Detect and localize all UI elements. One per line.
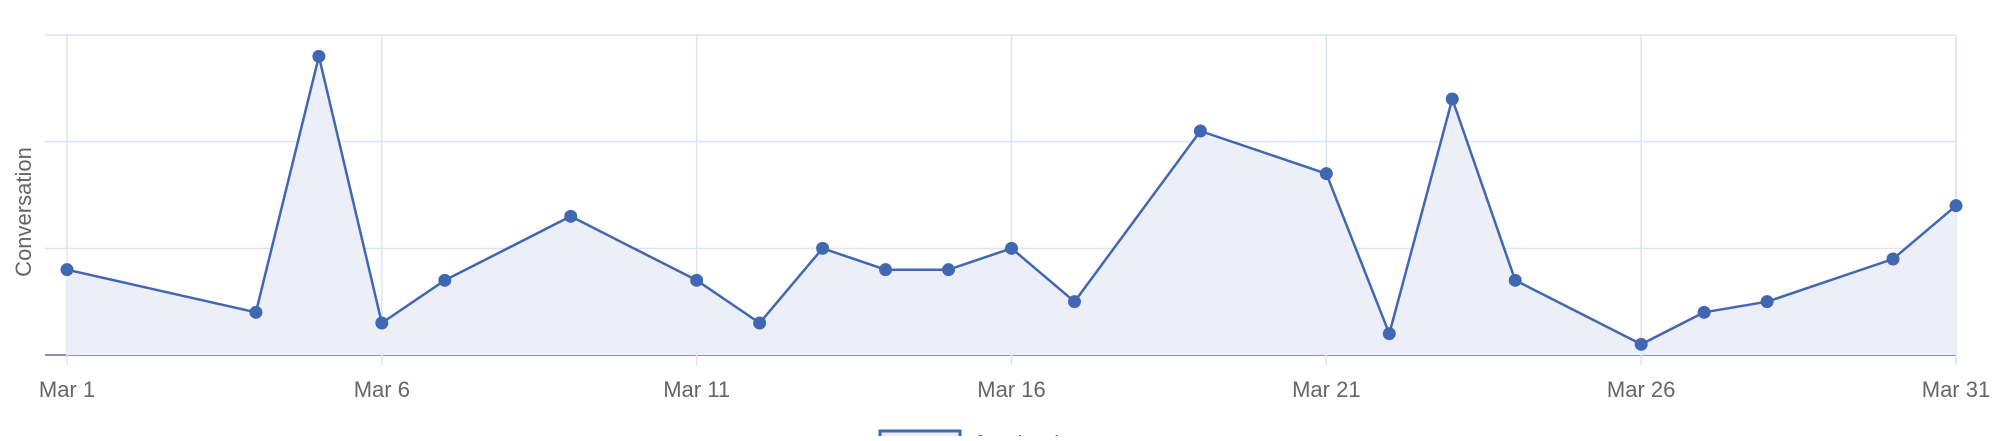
series-area-layer <box>67 56 1956 356</box>
data-point <box>753 316 767 330</box>
data-point <box>1886 252 1900 266</box>
data-point <box>312 49 326 63</box>
data-point <box>249 305 263 319</box>
x-axis-ticks: Mar 1 Mar 6 Mar 11 Mar 16 Mar 21 Mar 26 Mar 31 <box>39 377 1990 402</box>
x-tick-label: Mar 6 <box>354 377 410 402</box>
x-tick-label: Mar 1 <box>39 377 95 402</box>
data-point <box>564 209 578 223</box>
x-tick-label: Mar 31 <box>1922 377 1990 402</box>
x-tick-label: Mar 26 <box>1607 377 1675 402</box>
data-point <box>1445 92 1459 106</box>
data-point <box>438 273 452 287</box>
data-point <box>1949 199 1963 213</box>
data-point <box>375 316 389 330</box>
legend[interactable]: facebook <box>878 429 1066 441</box>
data-point <box>1760 295 1774 309</box>
legend-swatch <box>878 429 962 441</box>
data-point <box>60 263 74 277</box>
data-point <box>816 241 830 255</box>
data-point <box>1634 337 1648 351</box>
data-point <box>942 263 956 277</box>
x-tick-label: Mar 21 <box>1292 377 1360 402</box>
data-point <box>1508 273 1522 287</box>
data-point <box>1193 124 1207 138</box>
data-point <box>1067 295 1081 309</box>
x-tick-label: Mar 11 <box>663 377 730 402</box>
legend-label: facebook <box>976 431 1066 436</box>
data-point <box>1005 241 1018 255</box>
data-point <box>1382 327 1396 341</box>
x-tick-label: Mar 16 <box>977 377 1045 402</box>
data-point <box>879 263 893 277</box>
data-points <box>60 49 1963 351</box>
y-axis-title: Conversation <box>11 147 36 277</box>
data-point <box>690 273 704 287</box>
data-point <box>1697 305 1711 319</box>
series-area <box>67 56 1956 356</box>
data-point <box>1319 167 1333 181</box>
